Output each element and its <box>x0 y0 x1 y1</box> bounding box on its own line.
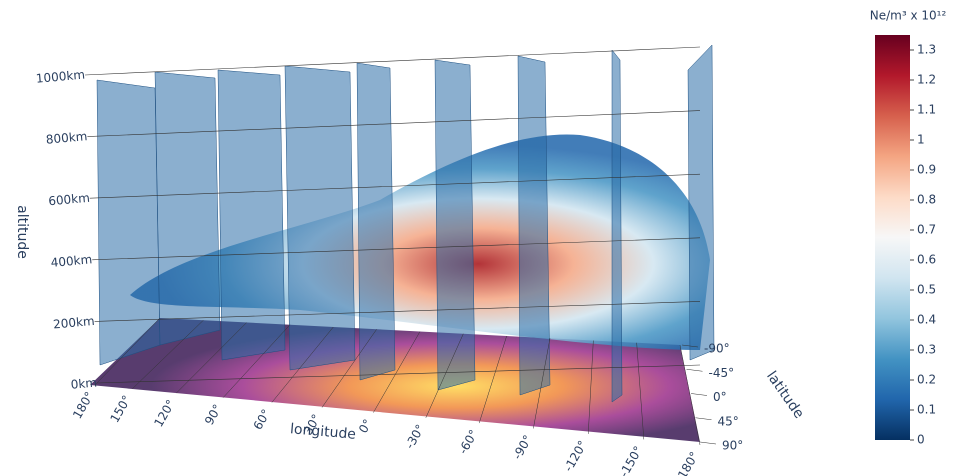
chart: altitude longitude latitude Ne/m³ x 10¹²… <box>0 0 972 476</box>
grid-line <box>696 418 712 420</box>
y-tick-label: 0° <box>713 390 727 404</box>
colorbar-tick-label: 0.2 <box>917 373 936 387</box>
x-tick-label: -60° <box>456 427 481 456</box>
grid-line <box>700 442 716 444</box>
x-tick-label: -30° <box>403 422 428 451</box>
z-tick-label: 400km <box>50 252 93 270</box>
colorbar-title: Ne/m³ x 10¹² <box>870 9 947 23</box>
x-tick-label: 90° <box>202 402 225 427</box>
x-tick-label: 0° <box>356 417 375 436</box>
z-tick-label: 1000km <box>35 68 85 86</box>
colorbar-tick-label: 0.3 <box>917 343 936 357</box>
colorbar <box>875 35 910 440</box>
x-tick-label: -180° <box>673 449 702 476</box>
colorbar-tick-label: 0.4 <box>917 313 936 327</box>
z-axis-title: altitude <box>14 205 30 259</box>
grid-line <box>687 369 703 371</box>
colorbar-tick-label: 1.3 <box>917 43 936 57</box>
colorbar-tick-label: 0.9 <box>917 163 936 177</box>
colorbar-tick-label: 0.1 <box>917 403 936 417</box>
colorbar-tick-label: 0.7 <box>917 223 936 237</box>
grid-line <box>691 394 707 396</box>
x-tick-label: 180° <box>70 389 97 421</box>
y-tick-label: 45° <box>718 414 739 428</box>
y-tick-label: -90° <box>704 342 730 356</box>
x-tick-label: -90° <box>510 433 535 462</box>
colorbar-tick-label: 0.6 <box>917 253 936 267</box>
x-tick-label: 120° <box>151 397 178 429</box>
z-tick-label: 800km <box>45 129 88 147</box>
colorbar-tick-label: 0 <box>917 433 925 447</box>
x-tick-label: -120° <box>561 438 590 474</box>
grid-line <box>85 47 700 75</box>
colorbar-tick-label: 0.8 <box>917 193 936 207</box>
scene <box>90 45 714 442</box>
x-axis-title: longitude <box>289 421 356 443</box>
x-tick-label: 60° <box>251 407 274 432</box>
z-tick-label: 200km <box>53 314 96 332</box>
y-axis-title: latitude <box>763 368 807 421</box>
colorbar-tick-label: 1.2 <box>917 73 936 87</box>
y-tick-label: 90° <box>722 439 743 453</box>
colorbar-tick-label: 1 <box>917 133 925 147</box>
colorbar-tick-label: 1.1 <box>917 103 936 117</box>
x-tick-label: -150° <box>617 444 646 476</box>
y-tick-label: -45° <box>709 366 735 380</box>
colorbar-tick-label: 0.5 <box>917 283 936 297</box>
x-tick-label: 150° <box>107 393 134 425</box>
z-tick-label: 600km <box>48 191 91 209</box>
